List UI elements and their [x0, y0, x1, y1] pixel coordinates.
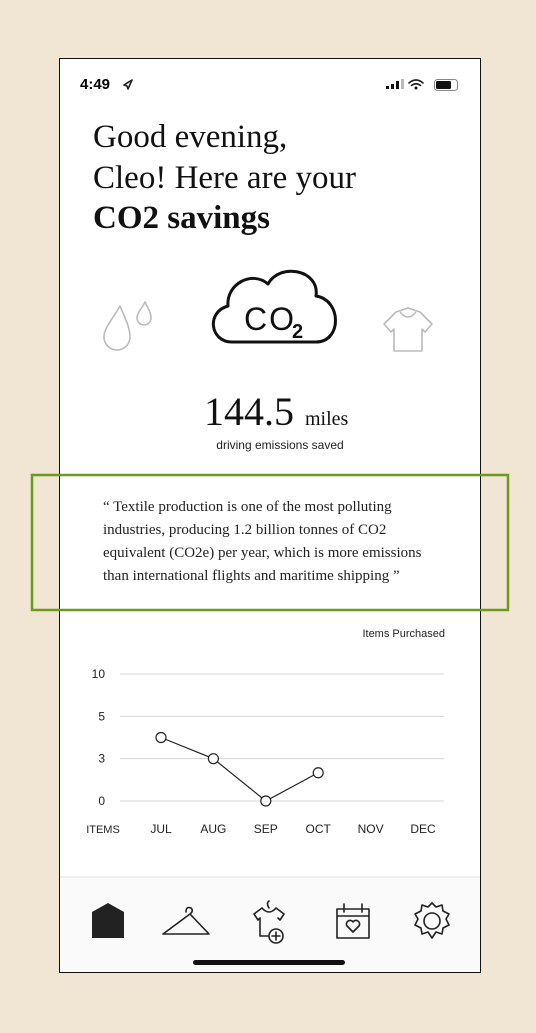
x-tick-label: OCT [306, 822, 332, 836]
signal-icon [386, 79, 404, 89]
water-icon [103, 301, 152, 351]
highlight-box [30, 473, 510, 612]
data-point [260, 795, 272, 807]
x-tick-label: DEC [410, 822, 436, 836]
chart-title: Items Purchased [362, 628, 445, 640]
data-point [155, 731, 167, 744]
data-line [160, 736, 319, 802]
nav-wardrobe[interactable] [162, 906, 210, 935]
greeting-line: CO2 savings [93, 200, 270, 236]
tab-bar [60, 877, 480, 972]
cloud-icon [211, 269, 337, 344]
quote-line: equivalent (CO2e) per year, which is mor… [103, 545, 422, 561]
shirt-icon [383, 307, 433, 352]
battery-icon [434, 79, 458, 91]
quote-line: than international flights and maritime … [103, 568, 400, 584]
cloud-text: CO [244, 301, 296, 337]
x-tick-label: SEP [254, 822, 278, 836]
location-icon [123, 79, 133, 90]
nav-add-circle [268, 928, 284, 944]
cloud-subscript: 2 [292, 321, 303, 343]
data-point [312, 767, 324, 779]
battery-level [436, 81, 451, 89]
y-tick-label: 5 [98, 709, 105, 723]
x-axis-label: ITEMS [86, 824, 120, 836]
savings-value: 144.5 [204, 389, 294, 434]
nav-home[interactable] [92, 903, 124, 938]
x-tick-label: JUL [150, 822, 172, 836]
phone-frame [59, 58, 481, 973]
quote-line: “ Textile production is one of the most … [103, 499, 392, 515]
y-tick-label: 0 [98, 794, 105, 808]
nav-calendar[interactable] [336, 903, 370, 939]
nav-add-plus [271, 931, 281, 941]
greeting-line: Good evening, [93, 119, 287, 155]
x-tick-label: NOV [358, 822, 384, 836]
status-time: 4:49 [80, 76, 110, 93]
wifi-dot [414, 86, 418, 90]
nav-settings[interactable] [423, 912, 441, 930]
nav-add-item[interactable] [253, 900, 285, 937]
nav-settings-gear [414, 902, 450, 939]
savings-caption: driving emissions saved [216, 438, 343, 452]
y-tick-label: 10 [92, 667, 106, 681]
home-indicator [193, 960, 345, 965]
data-point [207, 753, 219, 765]
greeting-line: Cleo! Here are your [93, 160, 356, 196]
x-tick-label: AUG [200, 822, 226, 836]
savings-unit: miles [305, 408, 349, 430]
y-tick-label: 3 [98, 752, 105, 766]
wifi-icon [408, 79, 424, 87]
quote-line: industries, producing 1.2 billion tonnes… [103, 522, 386, 538]
